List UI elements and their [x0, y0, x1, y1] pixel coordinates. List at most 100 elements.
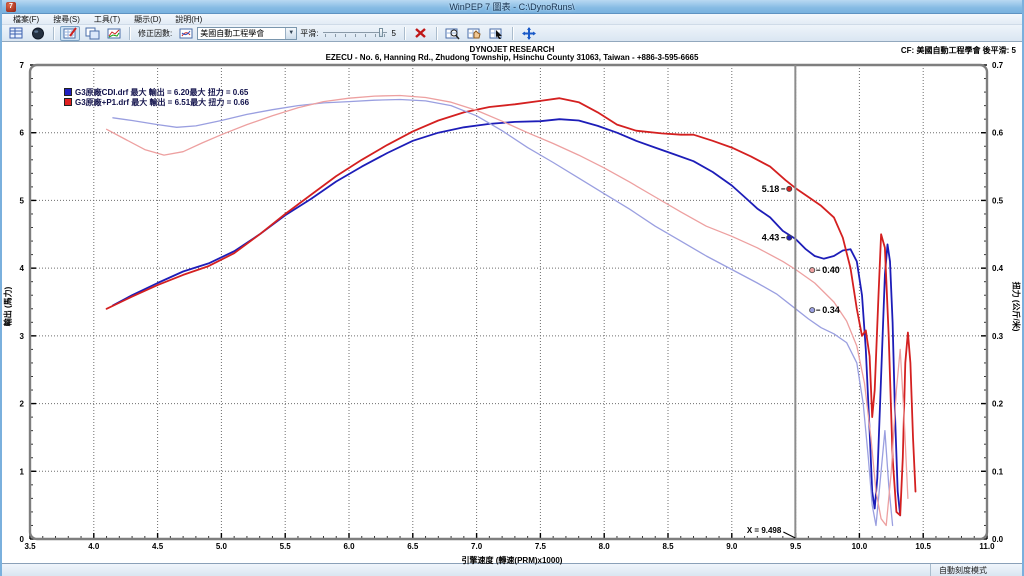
title-bar[interactable]: 7 WinPEP 7 圖表 - C:\DynoRuns\	[2, 0, 1022, 14]
series-curve	[112, 118, 902, 517]
callout-value: 0.34	[822, 305, 840, 315]
x-tick-label: 5.5	[280, 542, 292, 551]
y-right-tick-label: 0.0	[992, 535, 1004, 544]
y-right-tick-label: 0.5	[992, 196, 1004, 205]
y-left-tick-label: 7	[20, 61, 25, 70]
callout-dot	[786, 234, 793, 241]
select-chart-button[interactable]	[487, 26, 507, 41]
cf-info: CF: 美國自動工程學會 後平滑: 5	[900, 46, 1016, 55]
legend-swatch-blue	[64, 88, 72, 96]
correction-factor-label: 修正因數:	[138, 28, 173, 38]
status-mode: 自動刻度模式	[930, 564, 1022, 576]
callout-dot	[809, 267, 816, 274]
pan-chart-button[interactable]	[465, 26, 485, 41]
toolbar-separator	[435, 26, 438, 40]
app-icon: 7	[6, 2, 16, 12]
dyno-brand: DYNOJET RESEARCH	[469, 45, 555, 54]
x-tick-label: 9.0	[726, 542, 738, 551]
runs-table-button[interactable]	[6, 26, 26, 41]
slider-thumb[interactable]	[379, 28, 384, 37]
edit-chart-icon	[63, 26, 77, 38]
correction-factor-select[interactable]: 美國自動工程學會 ▼	[197, 26, 298, 40]
slider-track	[323, 32, 388, 33]
legend-label: G3原廠+P1.drf 最大 輸出 = 6.51最大 扭力 = 0.66	[75, 97, 250, 107]
menu-file[interactable]: 檔案(F)	[13, 14, 40, 24]
x-tick-label: 6.0	[343, 542, 355, 551]
globe-icon	[32, 27, 44, 39]
overlay-charts-button[interactable]	[104, 26, 124, 41]
compare-charts-button[interactable]	[82, 26, 102, 41]
crosshair-move-icon	[521, 26, 536, 40]
cursor-arrow-icon	[489, 28, 503, 39]
series-curve	[105, 97, 917, 517]
toolbar-separator	[403, 26, 406, 40]
toolbar-separator	[511, 26, 514, 40]
x-tick-label: 11.0	[979, 542, 995, 551]
table-icon	[9, 27, 23, 39]
smoothing-value: 5	[391, 28, 396, 38]
compare-charts-icon	[85, 27, 99, 39]
y-left-tick-label: 4	[20, 264, 25, 273]
zoom-chart-button[interactable]	[443, 26, 463, 41]
series-curve	[112, 98, 894, 527]
y-left-axis-title: 輸出 (馬力)	[3, 286, 13, 327]
y-right-tick-label: 0.2	[992, 400, 1004, 409]
correction-icon	[179, 28, 193, 38]
toolbar-separator	[129, 26, 131, 40]
y-left-tick-label: 0	[20, 535, 25, 544]
y-left-tick-label: 1	[20, 467, 25, 476]
overlay-charts-icon	[107, 28, 120, 38]
x-axis-title: 引擎速度 (轉速(PRM)x1000)	[461, 556, 563, 565]
x-tick-label: 10.5	[915, 542, 931, 551]
callout-dot	[786, 185, 793, 192]
y-right-tick-label: 0.3	[992, 332, 1004, 341]
chevron-down-icon[interactable]: ▼	[285, 27, 297, 39]
menu-display[interactable]: 顯示(D)	[134, 14, 162, 24]
legend-label: G3原廠CDI.drf 最大 輸出 = 6.20最大 扭力 = 0.65	[75, 87, 249, 97]
y-right-tick-label: 0.1	[992, 467, 1004, 476]
menu-bar: 檔案(F) 搜尋(S) 工具(T) 顯示(D) 說明(H)	[2, 14, 1022, 25]
x-tick-label: 7.0	[471, 542, 483, 551]
shop-address: EZECU - No. 6, Hanning Rd., Zhudong Town…	[325, 53, 699, 62]
status-bar: 自動刻度模式	[2, 563, 1022, 576]
cursor-label-connector	[783, 531, 796, 539]
correction-button[interactable]	[176, 26, 196, 41]
x-tick-label: 8.5	[662, 542, 674, 551]
y-left-tick-label: 5	[20, 196, 25, 205]
x-tick-label: 7.5	[535, 542, 547, 551]
delete-run-button[interactable]	[411, 26, 431, 41]
smoothing-slider[interactable]	[323, 27, 388, 39]
series-curve	[105, 94, 909, 527]
dyno-plot[interactable]: 3.5 4.0 4.5 5.0 5.5 6.0 6.5 7.0 7.5 8.0 8.5 9.0 9.5 1…	[2, 43, 1024, 564]
x-tick-label: 4.5	[152, 542, 164, 551]
delete-x-icon	[415, 28, 427, 38]
x-tick-label: 10.0	[852, 542, 868, 551]
crosshair-button[interactable]	[519, 26, 539, 41]
toolbar: 修正因數: 美國自動工程學會 ▼ 平滑: 5	[2, 25, 1022, 42]
legend-swatch-red	[64, 98, 72, 106]
menu-help[interactable]: 說明(H)	[175, 14, 203, 24]
correction-factor-value: 美國自動工程學會	[200, 28, 265, 38]
cursor-x-label: X = 9.498	[747, 526, 782, 535]
y-left-tick-label: 3	[20, 332, 25, 341]
x-tick-label: 9.5	[790, 542, 802, 551]
edit-chart-button[interactable]	[60, 25, 80, 41]
y-right-tick-label: 0.4	[992, 264, 1004, 273]
y-left-tick-label: 6	[20, 129, 25, 138]
menu-search[interactable]: 搜尋(S)	[53, 14, 80, 24]
x-tick-label: 3.5	[24, 542, 36, 551]
y-right-tick-label: 0.7	[992, 61, 1004, 70]
x-tick-label: 8.0	[599, 542, 611, 551]
zoom-chart-icon	[445, 28, 460, 39]
x-tick-label: 6.5	[407, 542, 419, 551]
globe-button[interactable]	[28, 26, 48, 41]
callout-value: 4.43	[762, 233, 780, 243]
menu-tools[interactable]: 工具(T)	[93, 14, 121, 24]
y-left-tick-label: 2	[20, 400, 25, 409]
x-tick-label: 4.0	[88, 542, 100, 551]
plot-frame	[28, 63, 989, 541]
x-tick-label: 5.0	[216, 542, 228, 551]
y-right-axis-title: 扭力 (公斤/米)	[1011, 281, 1021, 332]
toolbar-separator	[53, 26, 55, 40]
